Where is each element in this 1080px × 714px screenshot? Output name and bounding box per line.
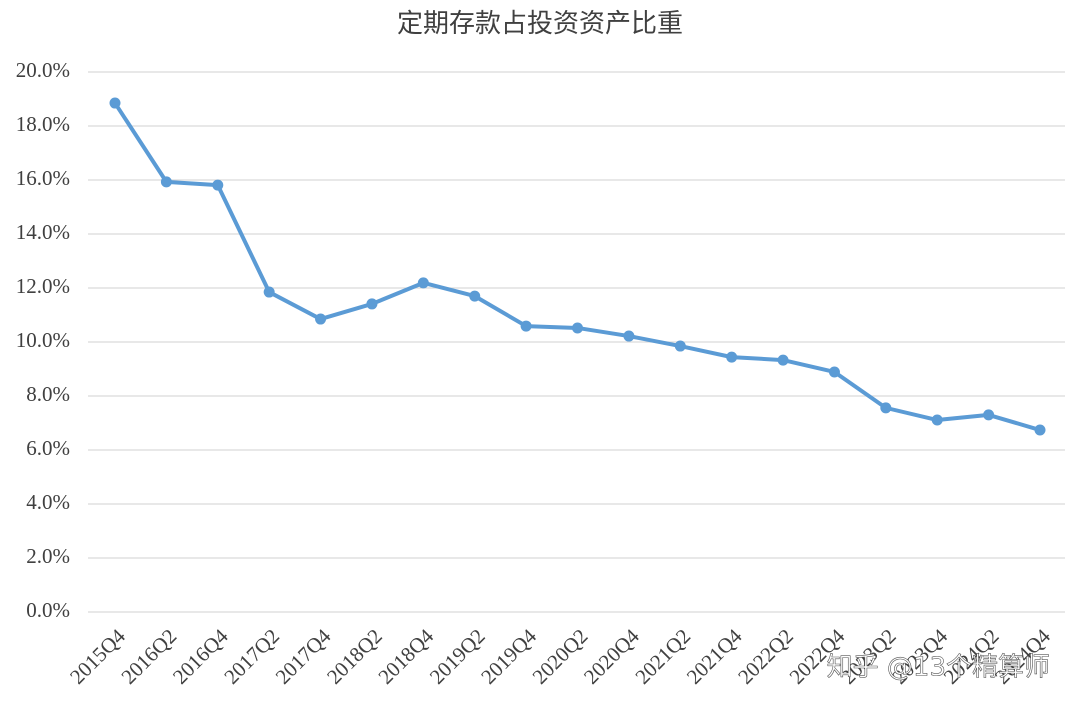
point [315,313,327,325]
y-tick-label: 16.0% [16,166,70,190]
x-tick-label: 2018Q2 [322,624,387,689]
point [674,340,686,352]
point [160,176,172,188]
x-tick-label: 2016Q2 [117,624,182,689]
point [726,351,738,363]
y-tick-label: 10.0% [16,328,70,352]
point [623,330,635,342]
x-tick-label: 2019Q2 [425,624,490,689]
x-tick-label: 2016Q4 [168,624,233,689]
y-tick-label: 8.0% [26,382,70,406]
point [109,97,121,109]
point [212,179,224,191]
x-tick-label: 2022Q2 [733,624,798,689]
y-tick-label: 14.0% [16,220,70,244]
point [983,409,995,421]
x-tick-label: 2020Q4 [579,624,644,689]
point [417,277,429,289]
x-tick-label: 2019Q4 [476,624,541,689]
line [113,101,1041,432]
y-tick-label: 12.0% [16,274,70,298]
x-tick-label: 2015Q4 [65,624,130,689]
y-tick-label: 20.0% [16,58,70,82]
point [880,402,892,414]
chart-title: 定期存款占投资资产比重 [397,9,683,38]
point [828,366,840,378]
y-tick-label: 0.0% [26,598,70,622]
y-tick-label: 2.0% [26,544,70,568]
x-tick-label: 2017Q2 [219,624,284,689]
x-tick-label: 2018Q4 [373,624,438,689]
point [572,322,583,334]
x-tick-label: 2020Q2 [528,624,593,689]
point [263,286,275,298]
point [469,290,481,302]
point [520,320,532,332]
point [1034,424,1046,436]
point [931,414,943,426]
y-tick-label: 6.0% [26,436,70,460]
point [777,354,789,366]
x-tick-label: 2021Q2 [630,624,695,689]
watermark: 知乎 @13个精算师 [827,653,1050,683]
y-tick-label: 18.0% [16,112,70,136]
x-tick-label: 2021Q4 [682,624,747,689]
y-tick-label: 4.0% [26,490,70,514]
x-tick-label: 2017Q4 [271,624,336,689]
point [366,298,378,310]
